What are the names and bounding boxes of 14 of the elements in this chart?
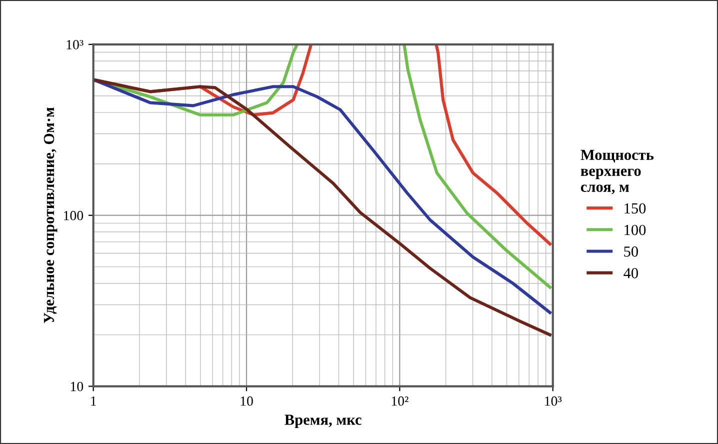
y-axis-title: Удельное сопротивление, Ом·м (44, 108, 58, 324)
legend-title: Мощность верхнего слоя, м (580, 150, 654, 194)
legend-label: 100 (624, 224, 646, 236)
x-tick-label: 10 (240, 396, 253, 406)
legend-label: 150 (624, 203, 646, 214)
x-tick-label: 10³ (545, 396, 562, 406)
y-tick-label: 10³ (66, 40, 84, 50)
y-tick-label: 100 (64, 210, 84, 220)
legend-label: 50 (624, 246, 638, 257)
x-tick-label: 10² (392, 396, 408, 406)
x-axis-title: Время, мкс (284, 414, 362, 428)
legend-label: 40 (624, 268, 638, 278)
y-tick-label: 10 (70, 382, 84, 392)
x-tick-label: 1 (91, 396, 96, 406)
